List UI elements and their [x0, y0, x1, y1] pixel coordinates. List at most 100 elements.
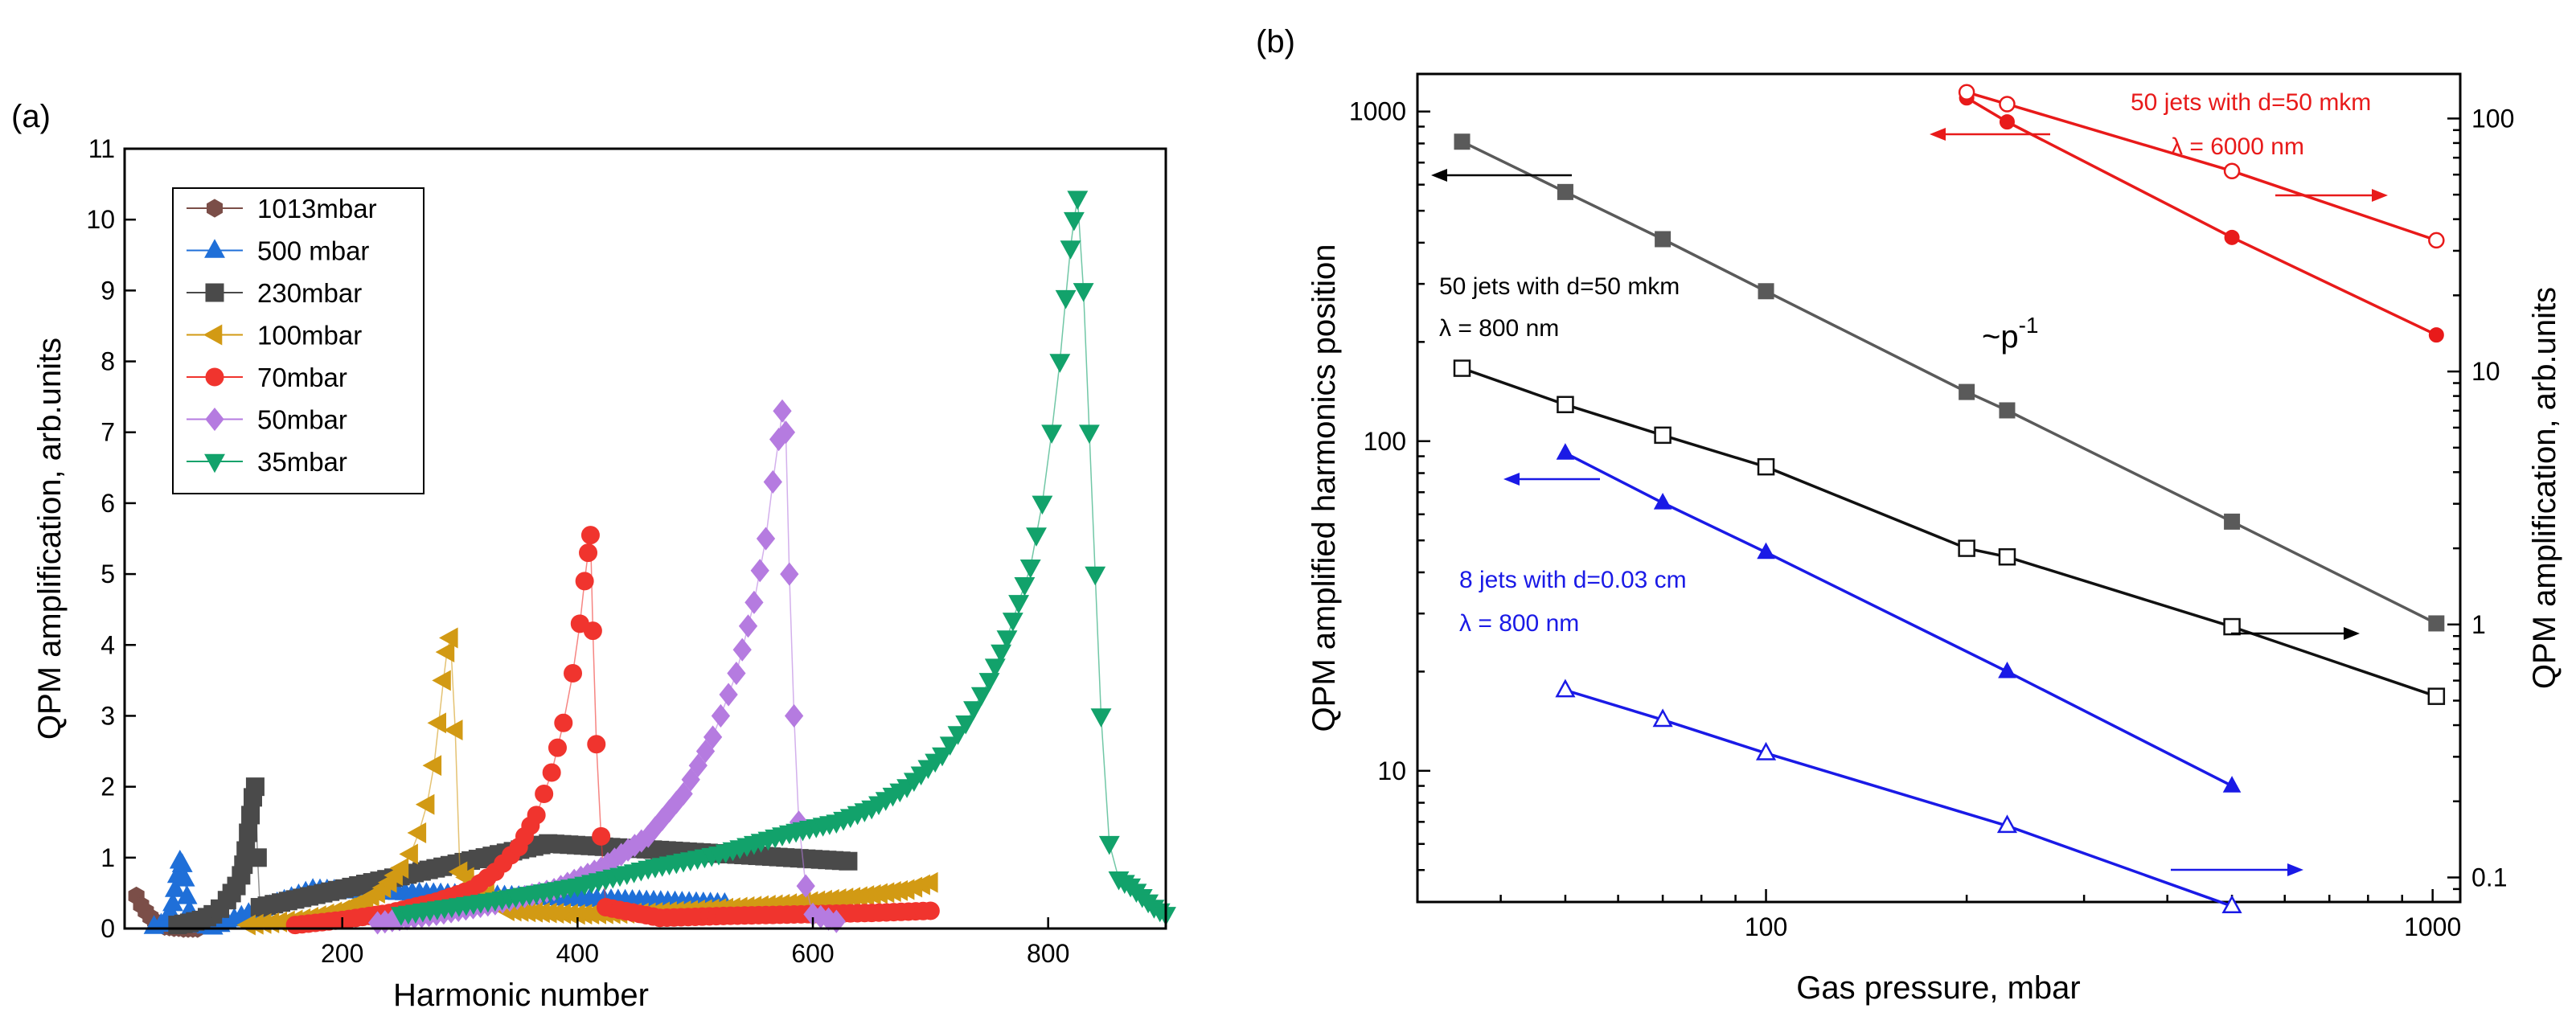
- data-point-a: [947, 726, 969, 745]
- y-tick-label-a: 1: [100, 843, 115, 872]
- data-point-b: [1755, 741, 1777, 760]
- data-point-b: [2223, 162, 2241, 179]
- x-tick-label-b: 1000: [2404, 912, 2461, 941]
- data-point-a: [719, 683, 738, 707]
- data-point-b: [2221, 895, 2242, 914]
- legend-a-marker: [205, 283, 224, 302]
- legend-a-label: 70mbar: [257, 363, 347, 392]
- arrow-black-left: [1431, 169, 1572, 182]
- x-tick-label-a: 600: [791, 939, 834, 968]
- y-tick-label-b: 10: [1377, 756, 1406, 785]
- data-point-a: [839, 851, 858, 871]
- arrow-blue-right: [2171, 863, 2303, 876]
- y-tick-label-b: 1000: [1349, 97, 1406, 126]
- data-point-a: [703, 725, 723, 749]
- y-tick-label-a: 8: [100, 347, 115, 376]
- data-point-b: [1653, 493, 1672, 510]
- data-point-a: [750, 559, 769, 583]
- legend-a-marker: [205, 408, 224, 432]
- data-point-a: [1002, 613, 1023, 632]
- data-point-a: [773, 399, 792, 423]
- data-point-a: [780, 562, 799, 586]
- y-axis-label-a: QPM amplification, arb.units: [32, 338, 68, 740]
- legend-a-label: 1013mbar: [257, 194, 377, 223]
- data-point-a: [681, 768, 700, 792]
- data-point-a: [919, 871, 938, 893]
- data-point-a: [1055, 289, 1077, 310]
- data-point-b: [1757, 542, 1775, 560]
- arrow-black-right: [2231, 627, 2360, 640]
- annotation-black-group-line2: λ = 800 nm: [1439, 315, 1559, 342]
- axis-direction-arrows: [1431, 128, 2388, 876]
- series-line-b: [1461, 140, 2438, 625]
- annotation-trend-exponent: -1: [2019, 313, 2039, 338]
- data-point-a: [1067, 191, 1089, 210]
- panel-a-marks: [128, 191, 1176, 938]
- data-point-a: [575, 572, 594, 591]
- data-point-a: [583, 621, 602, 641]
- data-point-b: [2224, 229, 2240, 245]
- data-point-a: [587, 735, 606, 754]
- data-point-a: [963, 701, 984, 720]
- series-a-35mbar: [390, 191, 1176, 926]
- data-point-a: [1014, 577, 1036, 596]
- annotation-trend-base: ~p: [1982, 319, 2019, 355]
- arrow-blue-left: [1503, 473, 1600, 486]
- x-axis-label-a: Harmonic number: [393, 978, 649, 1013]
- data-point-a: [738, 614, 758, 638]
- data-point-b: [1999, 114, 2015, 130]
- data-point-a: [732, 637, 752, 662]
- data-point-b: [1453, 359, 1471, 377]
- data-point-a: [674, 781, 693, 806]
- legend-a-label: 500 mbar: [257, 236, 369, 266]
- panel-b-axes: 100 1000 10 100 1000 0.1 1 10 100: [1349, 97, 2515, 941]
- annotation-red-group-line1: 50 jets with d=50 mkm: [2131, 89, 2371, 116]
- data-point-a: [1090, 708, 1112, 728]
- legend-a-marker: [203, 324, 223, 346]
- data-point-a: [1098, 835, 1120, 855]
- data-point-a: [978, 673, 1000, 692]
- legend-a-label: 35mbar: [257, 447, 347, 477]
- data-point-a: [592, 826, 611, 846]
- y-axis-label-b: QPM amplified harmonics position: [1306, 244, 1342, 732]
- data-point-a: [796, 874, 815, 898]
- plot-frame-b: [1416, 72, 2462, 904]
- annotation-blue-group-line1: 8 jets with d=0.03 cm: [1459, 567, 1687, 593]
- annotation-trend: ~p-1: [1982, 313, 2039, 355]
- data-point-a: [1063, 211, 1085, 232]
- data-point-a: [955, 715, 977, 735]
- panel-a-axes: 200 400 600 800 0 1 2 3 4 5 6 7 8 9 10 11: [86, 134, 1069, 968]
- data-point-a: [542, 763, 561, 782]
- data-point-a: [1060, 240, 1081, 260]
- data-point-a: [727, 662, 746, 686]
- legend-a-marker: [205, 367, 224, 387]
- data-point-a: [407, 822, 427, 843]
- data-point-b: [1557, 396, 1574, 414]
- data-point-b: [1654, 426, 1672, 445]
- panel-b-marks: [1453, 84, 2446, 914]
- data-point-b: [2428, 615, 2445, 632]
- data-point-a: [564, 664, 583, 683]
- data-point-b: [1652, 708, 1673, 728]
- data-point-a: [422, 755, 442, 777]
- data-point-a: [1041, 424, 1063, 444]
- data-point-a: [756, 527, 776, 551]
- legend-a-label: 50mbar: [257, 405, 347, 435]
- x-axis-label-b: Gas pressure, mbar: [1796, 970, 2080, 1006]
- data-point-a: [1085, 566, 1106, 586]
- data-point-a: [1049, 354, 1071, 373]
- data-point-a: [427, 712, 446, 734]
- data-point-b: [2223, 617, 2241, 636]
- y-tick-label-a: 0: [100, 914, 115, 943]
- data-point-b: [1958, 84, 1975, 100]
- data-point-a: [688, 753, 708, 777]
- arrow-red-right: [2275, 189, 2388, 202]
- y-tick-label-a: 3: [100, 701, 115, 730]
- y-tick-label-a: 11: [88, 134, 115, 163]
- y2-tick-label-b: 10: [2471, 357, 2500, 386]
- data-point-a: [435, 642, 455, 663]
- data-point-b: [1557, 183, 1573, 200]
- data-point-b: [2428, 327, 2444, 343]
- data-point-a: [527, 806, 546, 825]
- data-point-a: [1078, 424, 1100, 444]
